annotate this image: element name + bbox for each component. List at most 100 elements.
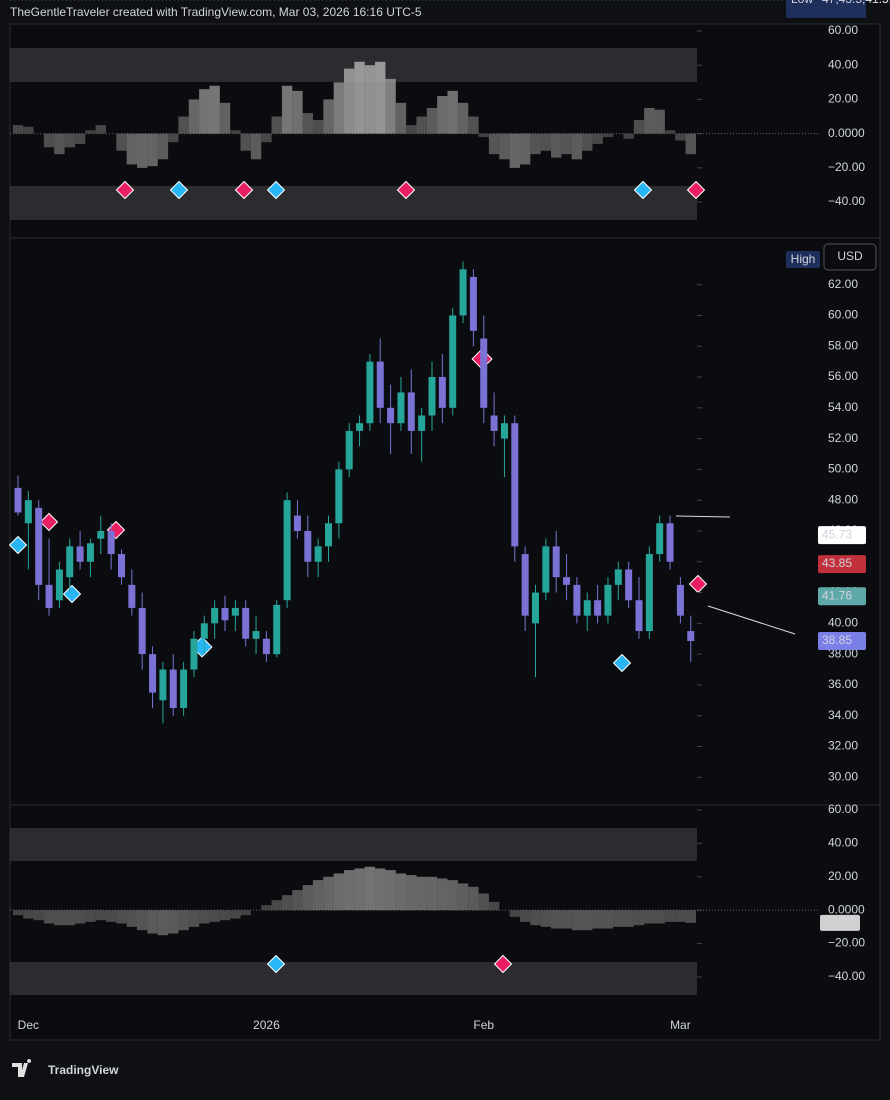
oscillator-bar [592,133,603,144]
signal [62,584,82,604]
oscillator-bar [468,116,479,134]
oscillator-bar [302,885,313,911]
oscillator-bar [551,133,562,158]
oscillator-bar [364,65,376,134]
value-badge-label: −7.60 [824,915,855,929]
candle-body [335,469,343,524]
logo-mark [12,1059,32,1077]
signal [493,954,513,974]
candle-body [428,377,436,416]
price-badge [818,587,866,606]
candle-body [542,546,550,593]
oscillator-bar [199,89,210,134]
oscillator-bar [157,910,169,936]
candle-body [376,361,384,408]
candle-body [594,600,602,616]
candle-body [86,543,94,562]
candle-body [407,392,415,431]
candle-body [273,604,281,655]
oscillator-bar [623,910,634,927]
oscillator-bar [302,113,313,134]
currency-button[interactable] [823,243,877,271]
y-tick-label: 52.00 [828,431,858,445]
oscillator-bar [137,133,148,168]
oscillator-bar [147,133,158,167]
logo: TradingView [12,1059,119,1077]
candle-body [387,407,395,424]
price-badge [818,526,866,545]
candle-body [76,546,84,562]
candle-body [304,530,312,562]
oscillator-bar [105,910,117,922]
oscillator-bar [633,910,645,926]
oscillator-bar [12,910,24,916]
candle-body [190,638,198,670]
currency[interactable]: USD [837,249,863,263]
candle-body [635,600,643,632]
low-label: Low [791,0,813,6]
y-tick-label: −20.00 [828,160,865,174]
oscillator-bar [250,133,262,160]
candle-body [418,415,426,431]
oscillator-bar [664,910,676,922]
y-tick-label: 40.00 [828,836,858,850]
signal [686,180,706,200]
y-tick-label: 32.00 [828,739,858,753]
oscillator-bar [426,876,438,911]
price-badge [818,555,866,574]
y-tick-label: 34.00 [828,708,858,722]
oscillator-bar [344,870,355,911]
candle-body [55,569,63,601]
arrow [675,515,731,518]
oscillator-bar [602,133,614,138]
candle-body [645,554,653,632]
signal [169,180,189,200]
oscillator-bar [675,910,686,922]
candle-body [252,631,260,639]
oscillator-bar [209,910,220,922]
oscillator-bar [178,116,189,134]
oscillator-bar [64,133,75,148]
price-badge [818,0,866,18]
candle-body [438,377,446,408]
value-badge [820,914,860,931]
oscillator-bar [43,133,55,148]
oscillator-bar [323,876,334,911]
oscillator-bar [602,910,614,929]
candle-body [552,546,560,578]
candle-body [532,592,539,624]
brand: TradingView [48,1063,119,1077]
oscillator-bar [561,910,572,929]
oscillator-bar [437,96,448,134]
oscillator-bar [188,99,200,134]
candle-body [614,569,622,585]
oscillator-bar [292,890,303,911]
candle-body [200,623,208,639]
oscillator-bar [168,133,179,143]
y-tick-label: 60.00 [828,308,858,322]
oscillator-bar [571,910,583,931]
price-badge-label: 47,43.5,41.5,40.5,41,42,43.5,43,44.5,43.… [822,0,890,6]
oscillator-bar [281,85,293,134]
candle-body [128,584,136,608]
candle-body [221,607,229,621]
oscillator-bar [633,119,645,134]
candle-body [107,530,115,555]
oscillator-bar [188,910,200,927]
y-tick-label: 48.00 [828,492,858,506]
oscillator-bar [426,107,438,134]
oscillator-bar [85,910,96,922]
candle-body [345,430,353,470]
oscillator-bar [199,910,210,924]
oscillator-bar [478,133,489,138]
oscillator-bar [43,910,55,924]
signal [234,180,254,200]
oscillator-bar [261,133,272,143]
x-tick-label: Dec [18,1018,39,1032]
oscillator-bar [571,133,583,160]
oscillator-bar [488,133,500,155]
candle-body [511,423,519,547]
oscillator-bar [85,130,96,134]
y-tick-label: 0.0000 [828,902,865,916]
